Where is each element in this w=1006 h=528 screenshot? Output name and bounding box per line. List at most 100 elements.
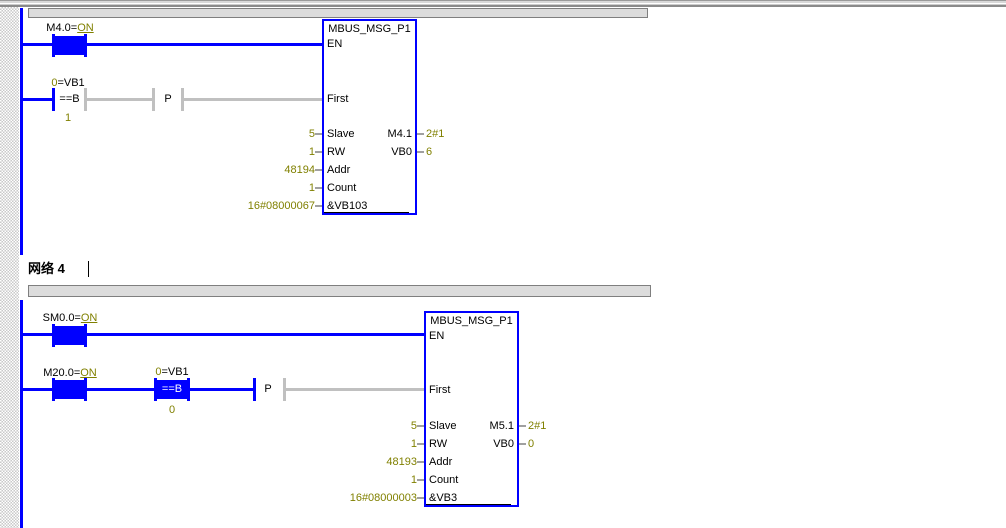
output-operand: VB0	[493, 438, 514, 450]
pin-tick	[417, 425, 424, 427]
status-value: 0	[155, 366, 162, 378]
param-value: 16#08000003	[349, 492, 417, 504]
compare-symbol: ==B	[161, 383, 183, 395]
contact-bar	[187, 378, 190, 401]
param-value: 48194	[284, 164, 315, 176]
status-value: 0	[51, 77, 58, 89]
output-value: 0	[528, 438, 535, 450]
pin-tick	[315, 169, 322, 171]
output-value: 6	[426, 146, 433, 158]
status-value: ON	[77, 22, 94, 34]
compare-current-value: 1	[64, 112, 72, 124]
mbus-msg-block[interactable]: MBUS_MSG_P1 EN First Slave RW Addr Count…	[322, 19, 417, 215]
pin-rw: RW	[327, 146, 346, 158]
contact-label: SM0.0=ON	[25, 312, 115, 325]
network-comment-bar[interactable]	[28, 8, 648, 18]
compare-current-value: 0	[168, 404, 176, 416]
param-value: 48193	[386, 456, 417, 468]
pin-first: First	[327, 93, 349, 105]
param-value: 5	[410, 420, 417, 432]
network-comment-bar[interactable]	[28, 285, 651, 297]
output-operand: M4.1	[387, 128, 412, 140]
splitter-bar[interactable]	[0, 0, 1006, 7]
contact-bar	[84, 378, 87, 401]
param-value: 16#08000067	[247, 200, 315, 212]
pin-tick	[315, 205, 322, 207]
edge-contact[interactable]: P	[164, 93, 172, 105]
power-rail	[20, 300, 23, 528]
param-value: 5	[308, 128, 315, 140]
pin-rw: RW	[429, 438, 448, 450]
pin-tick	[315, 133, 322, 135]
contact-bar	[84, 34, 87, 57]
wire	[184, 98, 322, 101]
pin-tick	[417, 461, 424, 463]
operand-text: M4.0=	[46, 22, 78, 34]
pin-tick	[519, 443, 526, 445]
text-cursor	[88, 261, 89, 277]
wire	[23, 388, 154, 391]
pin-tick	[417, 443, 424, 445]
edge-contact[interactable]: P	[264, 383, 272, 395]
operand-text: =VB1	[57, 77, 85, 89]
contact-bar	[52, 378, 55, 401]
compare-label: 0=VB1	[135, 366, 209, 379]
pin-tick	[417, 133, 424, 135]
pin-en: EN	[327, 38, 343, 50]
wire	[23, 98, 52, 101]
pin-dataptr-operand: &VB103	[327, 200, 368, 212]
pin-first: First	[429, 384, 451, 396]
pin-slave: Slave	[327, 128, 355, 140]
compare-label: 0=VB1	[33, 77, 103, 90]
pin-en: EN	[429, 330, 445, 342]
pin-tick	[417, 151, 424, 153]
operand-underline	[324, 212, 409, 213]
pin-tick	[417, 479, 424, 481]
network-title[interactable]: 网络 4	[28, 261, 65, 276]
contact-m4-energized[interactable]	[55, 36, 84, 55]
pin-slave: Slave	[429, 420, 457, 432]
contact-bar	[253, 378, 256, 401]
wire	[286, 388, 424, 391]
contact-label: M4.0=ON	[25, 22, 115, 35]
power-rail	[20, 8, 23, 255]
contact-m20-energized[interactable]	[55, 380, 84, 399]
output-value: 2#1	[426, 128, 445, 140]
contact-bar	[152, 88, 155, 111]
left-margin-gutter	[0, 7, 19, 528]
pin-tick	[519, 425, 526, 427]
wire	[23, 43, 322, 46]
compare-contact[interactable]: ==B	[59, 93, 80, 105]
operand-text: M20.0=	[43, 367, 81, 379]
param-value: 1	[410, 438, 417, 450]
wire	[23, 333, 424, 336]
contact-bar	[84, 324, 87, 347]
param-value: 1	[308, 146, 315, 158]
block-title: MBUS_MSG_P1	[430, 315, 513, 327]
pin-addr: Addr	[429, 456, 453, 468]
param-value: 1	[410, 474, 417, 486]
contact-bar	[283, 378, 286, 401]
operand-underline	[426, 504, 511, 505]
pin-count: Count	[327, 182, 357, 194]
pin-tick	[315, 187, 322, 189]
contact-sm00-energized[interactable]	[55, 326, 84, 345]
pin-tick	[417, 497, 424, 499]
output-operand: VB0	[391, 146, 412, 158]
status-value: ON	[80, 367, 97, 379]
wire	[87, 98, 152, 101]
contact-bar	[52, 88, 55, 111]
contact-bar	[84, 88, 87, 111]
compare-contact-energized[interactable]	[157, 380, 187, 399]
contact-bar	[52, 324, 55, 347]
operand-text: SM0.0=	[42, 312, 81, 324]
contact-bar	[181, 88, 184, 111]
status-value: ON	[80, 312, 98, 324]
contact-bar	[52, 34, 55, 57]
pin-count: Count	[429, 474, 459, 486]
mbus-msg-block[interactable]: MBUS_MSG_P1 EN First Slave RW Addr Count…	[424, 311, 519, 507]
contact-label: M20.0=ON	[25, 367, 115, 380]
operand-text: =VB1	[161, 366, 189, 378]
pin-tick	[315, 151, 322, 153]
